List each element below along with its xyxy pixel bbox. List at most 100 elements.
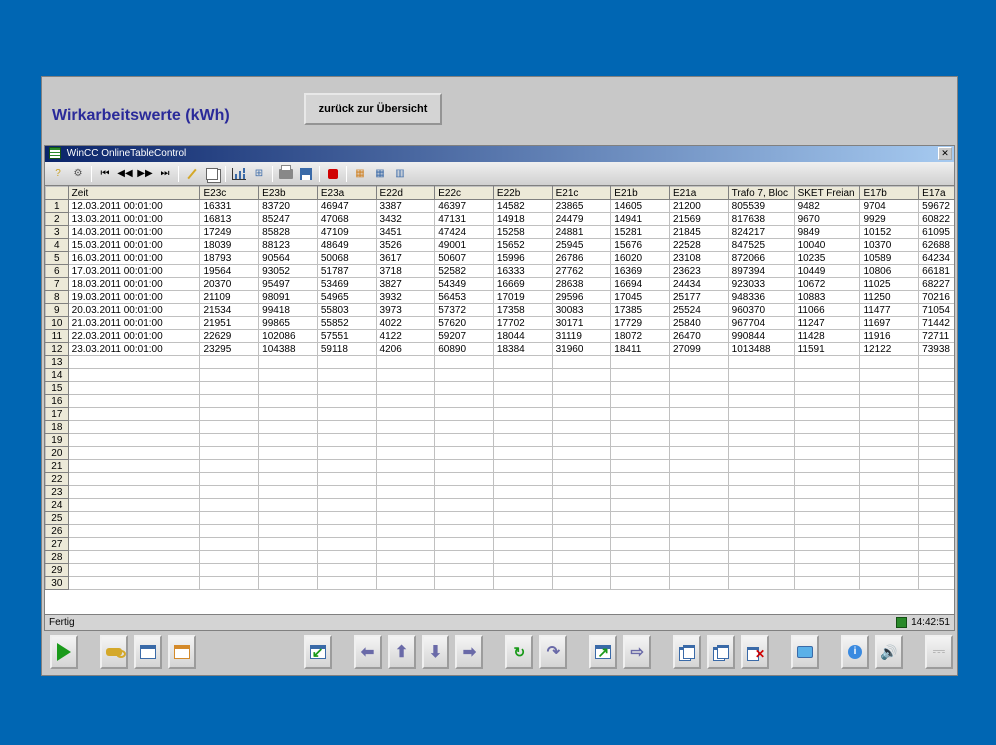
overview-button[interactable]: zurück zur Übersicht — [304, 93, 442, 125]
table-row[interactable]: 22 — [46, 473, 955, 486]
edit-button[interactable] — [183, 165, 201, 183]
table-row[interactable]: 415.03.2011 00:01:0018039881234864935264… — [46, 239, 955, 252]
table-row[interactable]: 1122.03.2011 00:01:002262910208657551412… — [46, 330, 955, 343]
table-row[interactable]: 1223.03.2011 00:01:002329510438859118420… — [46, 343, 955, 356]
window-close-button[interactable]: ✕ — [938, 147, 952, 160]
data-cell — [68, 395, 200, 408]
nav-first-button[interactable]: ⏮ — [96, 165, 114, 183]
data-cell: 31119 — [552, 330, 611, 343]
column-header[interactable]: E23a — [317, 187, 376, 200]
column-header[interactable]: E23b — [259, 187, 318, 200]
data-cell — [728, 421, 794, 434]
nav-last-button[interactable]: ⏭ — [156, 165, 174, 183]
column-header[interactable]: E17a — [919, 187, 954, 200]
data-cell — [919, 551, 954, 564]
arrow-down-button[interactable]: ⬇ — [422, 635, 450, 669]
data-cell — [68, 525, 200, 538]
table-row[interactable]: 24 — [46, 499, 955, 512]
stop-button[interactable] — [324, 165, 342, 183]
table-row[interactable]: 112.03.2011 00:01:0016331837204694733874… — [46, 200, 955, 213]
table-row[interactable]: 16 — [46, 395, 955, 408]
table-row[interactable]: 13 — [46, 356, 955, 369]
table-row[interactable]: 617.03.2011 00:01:0019564930525178737185… — [46, 265, 955, 278]
toolbar-separator — [272, 166, 273, 182]
export-button[interactable]: ↗ — [589, 635, 617, 669]
close-window-button[interactable] — [741, 635, 769, 669]
table-row[interactable]: 28 — [46, 551, 955, 564]
column-header[interactable]: E22c — [435, 187, 494, 200]
column-header[interactable]: Zeit — [68, 187, 200, 200]
table-row[interactable]: 30 — [46, 577, 955, 590]
column-header[interactable]: E21c — [552, 187, 611, 200]
redo-button[interactable]: ↷ — [539, 635, 567, 669]
window-orange-button[interactable] — [168, 635, 196, 669]
data-cell: 70216 — [919, 291, 954, 304]
window-blue-button[interactable] — [134, 635, 162, 669]
table-row[interactable]: 314.03.2011 00:01:0017249858284710934514… — [46, 226, 955, 239]
table-row[interactable]: 516.03.2011 00:01:0018793905645006836175… — [46, 252, 955, 265]
table-row[interactable]: 26 — [46, 525, 955, 538]
column-header[interactable]: E17b — [860, 187, 919, 200]
grid-scroll[interactable]: ZeitE23cE23bE23aE22dE22cE22bE21cE21bE21a… — [45, 186, 954, 614]
data-cell — [68, 473, 200, 486]
play-button[interactable] — [50, 635, 78, 669]
chart-button[interactable] — [230, 165, 248, 183]
column-header[interactable]: E22b — [493, 187, 552, 200]
data-cell: 50607 — [435, 252, 494, 265]
connection-button[interactable]: ⎓ — [925, 635, 953, 669]
table-row[interactable]: 25 — [46, 512, 955, 525]
data-cell: 26786 — [552, 252, 611, 265]
table-row[interactable]: 18 — [46, 421, 955, 434]
next-button[interactable]: ⇨ — [623, 635, 651, 669]
data-cell: 102086 — [259, 330, 318, 343]
arrow-left-button[interactable]: ⬅ — [354, 635, 382, 669]
table-row[interactable]: 213.03.2011 00:01:0016813852474706834324… — [46, 213, 955, 226]
table-row[interactable]: 17 — [46, 408, 955, 421]
nav-prev-button[interactable]: ◀◀ — [116, 165, 134, 183]
arrow-up-button[interactable]: ⬆ — [388, 635, 416, 669]
columns-button[interactable]: ⊞ — [250, 165, 268, 183]
windows-2-button[interactable] — [707, 635, 735, 669]
data-cell — [435, 447, 494, 460]
table-row[interactable]: 920.03.2011 00:01:0021534994185580339735… — [46, 304, 955, 317]
table-row[interactable]: 20 — [46, 447, 955, 460]
column-header[interactable]: E23c — [200, 187, 259, 200]
table-row[interactable]: 15 — [46, 382, 955, 395]
table-row[interactable]: 27 — [46, 538, 955, 551]
tool-a-button[interactable]: ▦ — [351, 165, 369, 183]
data-cell — [200, 447, 259, 460]
column-header[interactable]: E21a — [669, 187, 728, 200]
windows-1-button[interactable] — [673, 635, 701, 669]
table-row[interactable]: 718.03.2011 00:01:0020370954975346938275… — [46, 278, 955, 291]
help-button[interactable]: ? — [49, 165, 67, 183]
print-button[interactable] — [277, 165, 295, 183]
refresh-button[interactable]: ↻ — [505, 635, 533, 669]
import-button[interactable]: ↙ — [304, 635, 332, 669]
column-header[interactable]: Trafo 7, Bloc — [728, 187, 794, 200]
column-header[interactable]: SKET Freian — [794, 187, 860, 200]
column-header[interactable]: E22d — [376, 187, 435, 200]
arrow-right-button[interactable]: ➡ — [455, 635, 483, 669]
table-row[interactable]: 19 — [46, 434, 955, 447]
data-cell: 21200 — [669, 200, 728, 213]
table-row[interactable]: 23 — [46, 486, 955, 499]
table-row[interactable]: 1021.03.2011 00:01:002195199865558524022… — [46, 317, 955, 330]
table-row[interactable]: 21 — [46, 460, 955, 473]
monitor-button[interactable] — [791, 635, 819, 669]
data-cell — [552, 538, 611, 551]
table-row[interactable]: 14 — [46, 369, 955, 382]
save-button[interactable] — [297, 165, 315, 183]
tool-c-button[interactable]: ▥ — [391, 165, 409, 183]
nav-next-button[interactable]: ▶▶ — [136, 165, 154, 183]
key-button[interactable] — [100, 635, 128, 669]
data-cell: 61095 — [919, 226, 954, 239]
column-header[interactable]: E21b — [611, 187, 670, 200]
sound-button[interactable]: 🔊 — [875, 635, 903, 669]
config-button[interactable]: ⚙ — [69, 165, 87, 183]
table-row[interactable]: 29 — [46, 564, 955, 577]
edit-icon — [187, 168, 196, 178]
tool-b-button[interactable]: ▦ — [371, 165, 389, 183]
info-button[interactable]: i — [841, 635, 869, 669]
table-row[interactable]: 819.03.2011 00:01:0021109980915496539325… — [46, 291, 955, 304]
copy-button[interactable] — [203, 165, 221, 183]
